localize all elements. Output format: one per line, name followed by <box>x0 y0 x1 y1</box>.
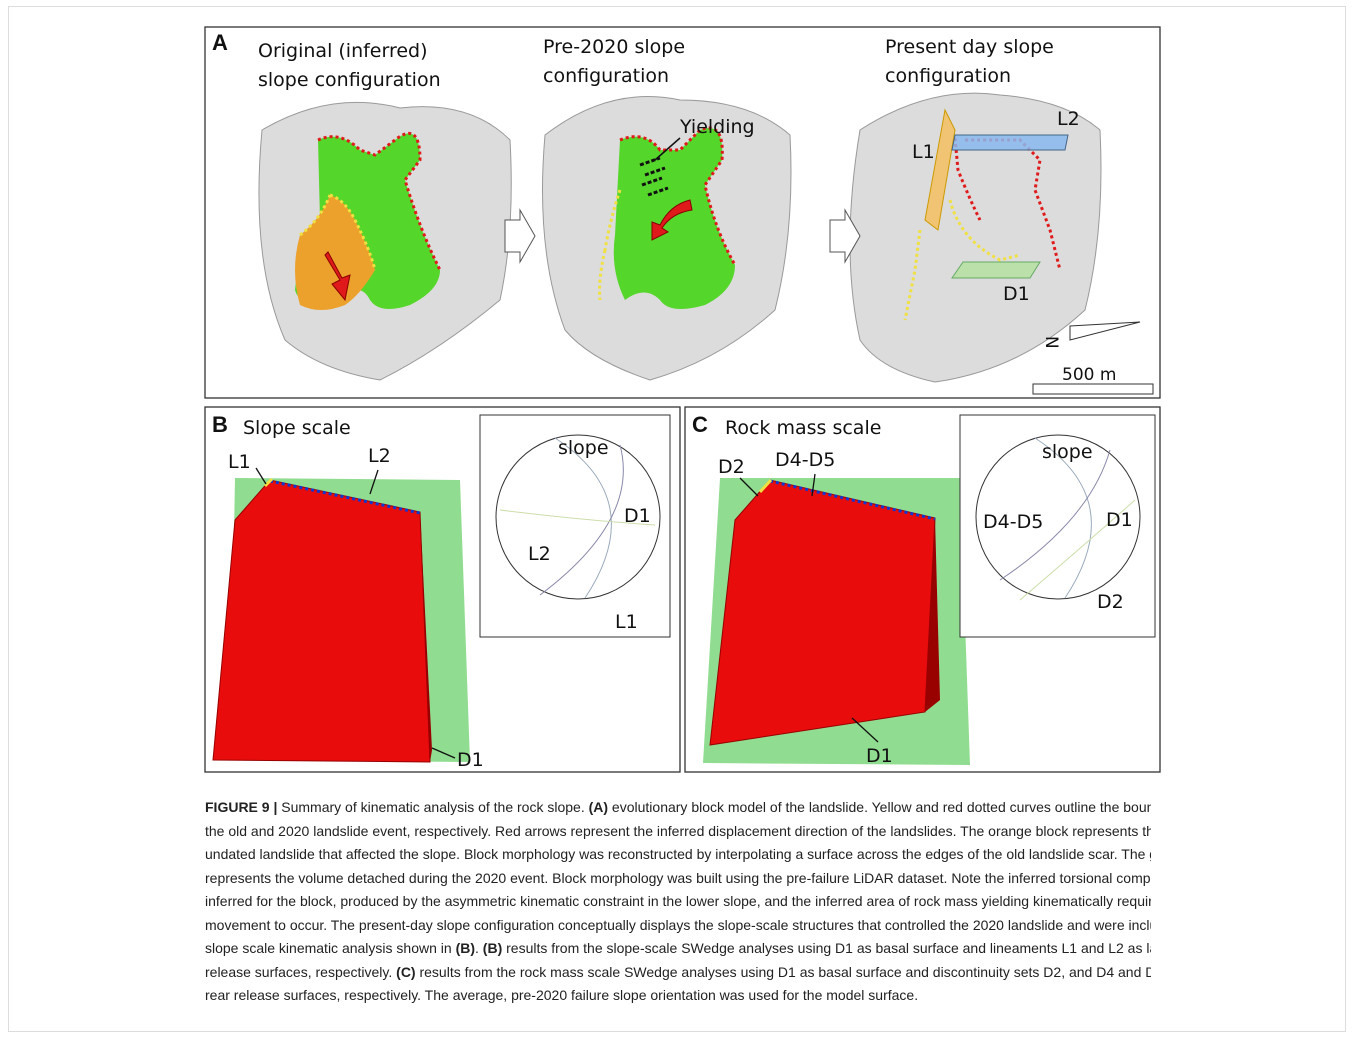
annotation: D1 <box>457 749 484 771</box>
panel-title: Present day slope <box>885 36 1054 58</box>
caption: FIGURE 9 | Summary of kinematic analysis… <box>205 796 1151 1008</box>
panel-title: Slope scale <box>243 417 351 439</box>
caption-bold: (B) <box>456 940 475 956</box>
scale-label: 500 m <box>1062 365 1116 385</box>
figure: N A Original (inferred) slope configurat… <box>0 0 1355 790</box>
caption-text: rear release surfaces, respectively. The… <box>205 987 918 1003</box>
annotation: L1 <box>912 141 935 163</box>
panel-title: Pre-2020 slope <box>543 36 685 58</box>
page: N A Original (inferred) slope configurat… <box>0 0 1355 1039</box>
stereonet-label: L2 <box>528 543 551 565</box>
annotation: L2 <box>1057 108 1080 130</box>
north-label: N <box>1041 336 1061 349</box>
annotation: L1 <box>228 451 251 473</box>
annotation: L2 <box>368 445 391 467</box>
caption-text: evolutionary block model of the landslid… <box>608 799 1151 815</box>
caption-text: Summary of kinematic analysis of the roc… <box>277 799 588 815</box>
stereonet-label: slope <box>558 437 609 459</box>
annotation: D4-D5 <box>775 449 835 471</box>
panel-label: A <box>212 30 228 55</box>
caption-line: represents the volume detached during th… <box>205 867 1151 891</box>
annotation: D1 <box>866 745 893 767</box>
caption-text: movement to occur. The present-day slope… <box>205 917 1151 933</box>
caption-bold: (C) <box>396 964 415 980</box>
caption-bold: FIGURE 9 | <box>205 799 277 815</box>
panel-label: B <box>212 412 228 437</box>
annotation: Yielding <box>679 116 755 138</box>
caption-line: movement to occur. The present-day slope… <box>205 914 1151 938</box>
caption-text: represents the volume detached during th… <box>205 870 1151 886</box>
scale-bar <box>1033 384 1153 394</box>
wedge-block <box>710 480 935 745</box>
caption-text: undated landslide that affected the slop… <box>205 846 1151 862</box>
caption-text: the old and 2020 landslide event, respec… <box>205 823 1151 839</box>
caption-text: release surfaces, respectively. <box>205 964 396 980</box>
caption-line: slope scale kinematic analysis shown in … <box>205 937 1151 961</box>
caption-text: results from the slope-scale SWedge anal… <box>502 940 1151 956</box>
caption-line: undated landslide that affected the slop… <box>205 843 1151 867</box>
panel-title: configuration <box>543 65 669 87</box>
caption-text: slope scale kinematic analysis shown in <box>205 940 456 956</box>
annotation: D2 <box>718 456 745 478</box>
caption-text: . <box>475 940 483 956</box>
stereonet-label: D4-D5 <box>983 511 1043 533</box>
stereonet-label: L1 <box>615 611 638 633</box>
panel-title: Original (inferred) <box>258 40 428 62</box>
caption-line: rear release surfaces, respectively. The… <box>205 984 1151 1008</box>
stereonet-label: D2 <box>1097 591 1124 613</box>
caption-line: release surfaces, respectively. (C) resu… <box>205 961 1151 985</box>
caption-line: FIGURE 9 | Summary of kinematic analysis… <box>205 796 1151 820</box>
wedge-block <box>213 480 430 762</box>
stereonet-label: slope <box>1042 441 1093 463</box>
panel-title: slope configuration <box>258 69 441 91</box>
panel-title: configuration <box>885 65 1011 87</box>
caption-line: inferred for the block, produced by the … <box>205 890 1151 914</box>
caption-text: inferred for the block, produced by the … <box>205 893 1151 909</box>
caption-bold: (B) <box>483 940 502 956</box>
caption-bold: (A) <box>589 799 608 815</box>
caption-line: the old and 2020 landslide event, respec… <box>205 820 1151 844</box>
north-arrow <box>1070 322 1140 340</box>
panel-title: Rock mass scale <box>725 417 881 439</box>
caption-text: results from the rock mass scale SWedge … <box>416 964 1151 980</box>
stereonet-label: D1 <box>1106 509 1133 531</box>
d1-plane <box>952 262 1040 278</box>
panel-label: C <box>692 412 708 437</box>
annotation: D1 <box>1003 283 1030 305</box>
stereonet-label: D1 <box>624 505 651 527</box>
l2-plane <box>952 135 1068 150</box>
